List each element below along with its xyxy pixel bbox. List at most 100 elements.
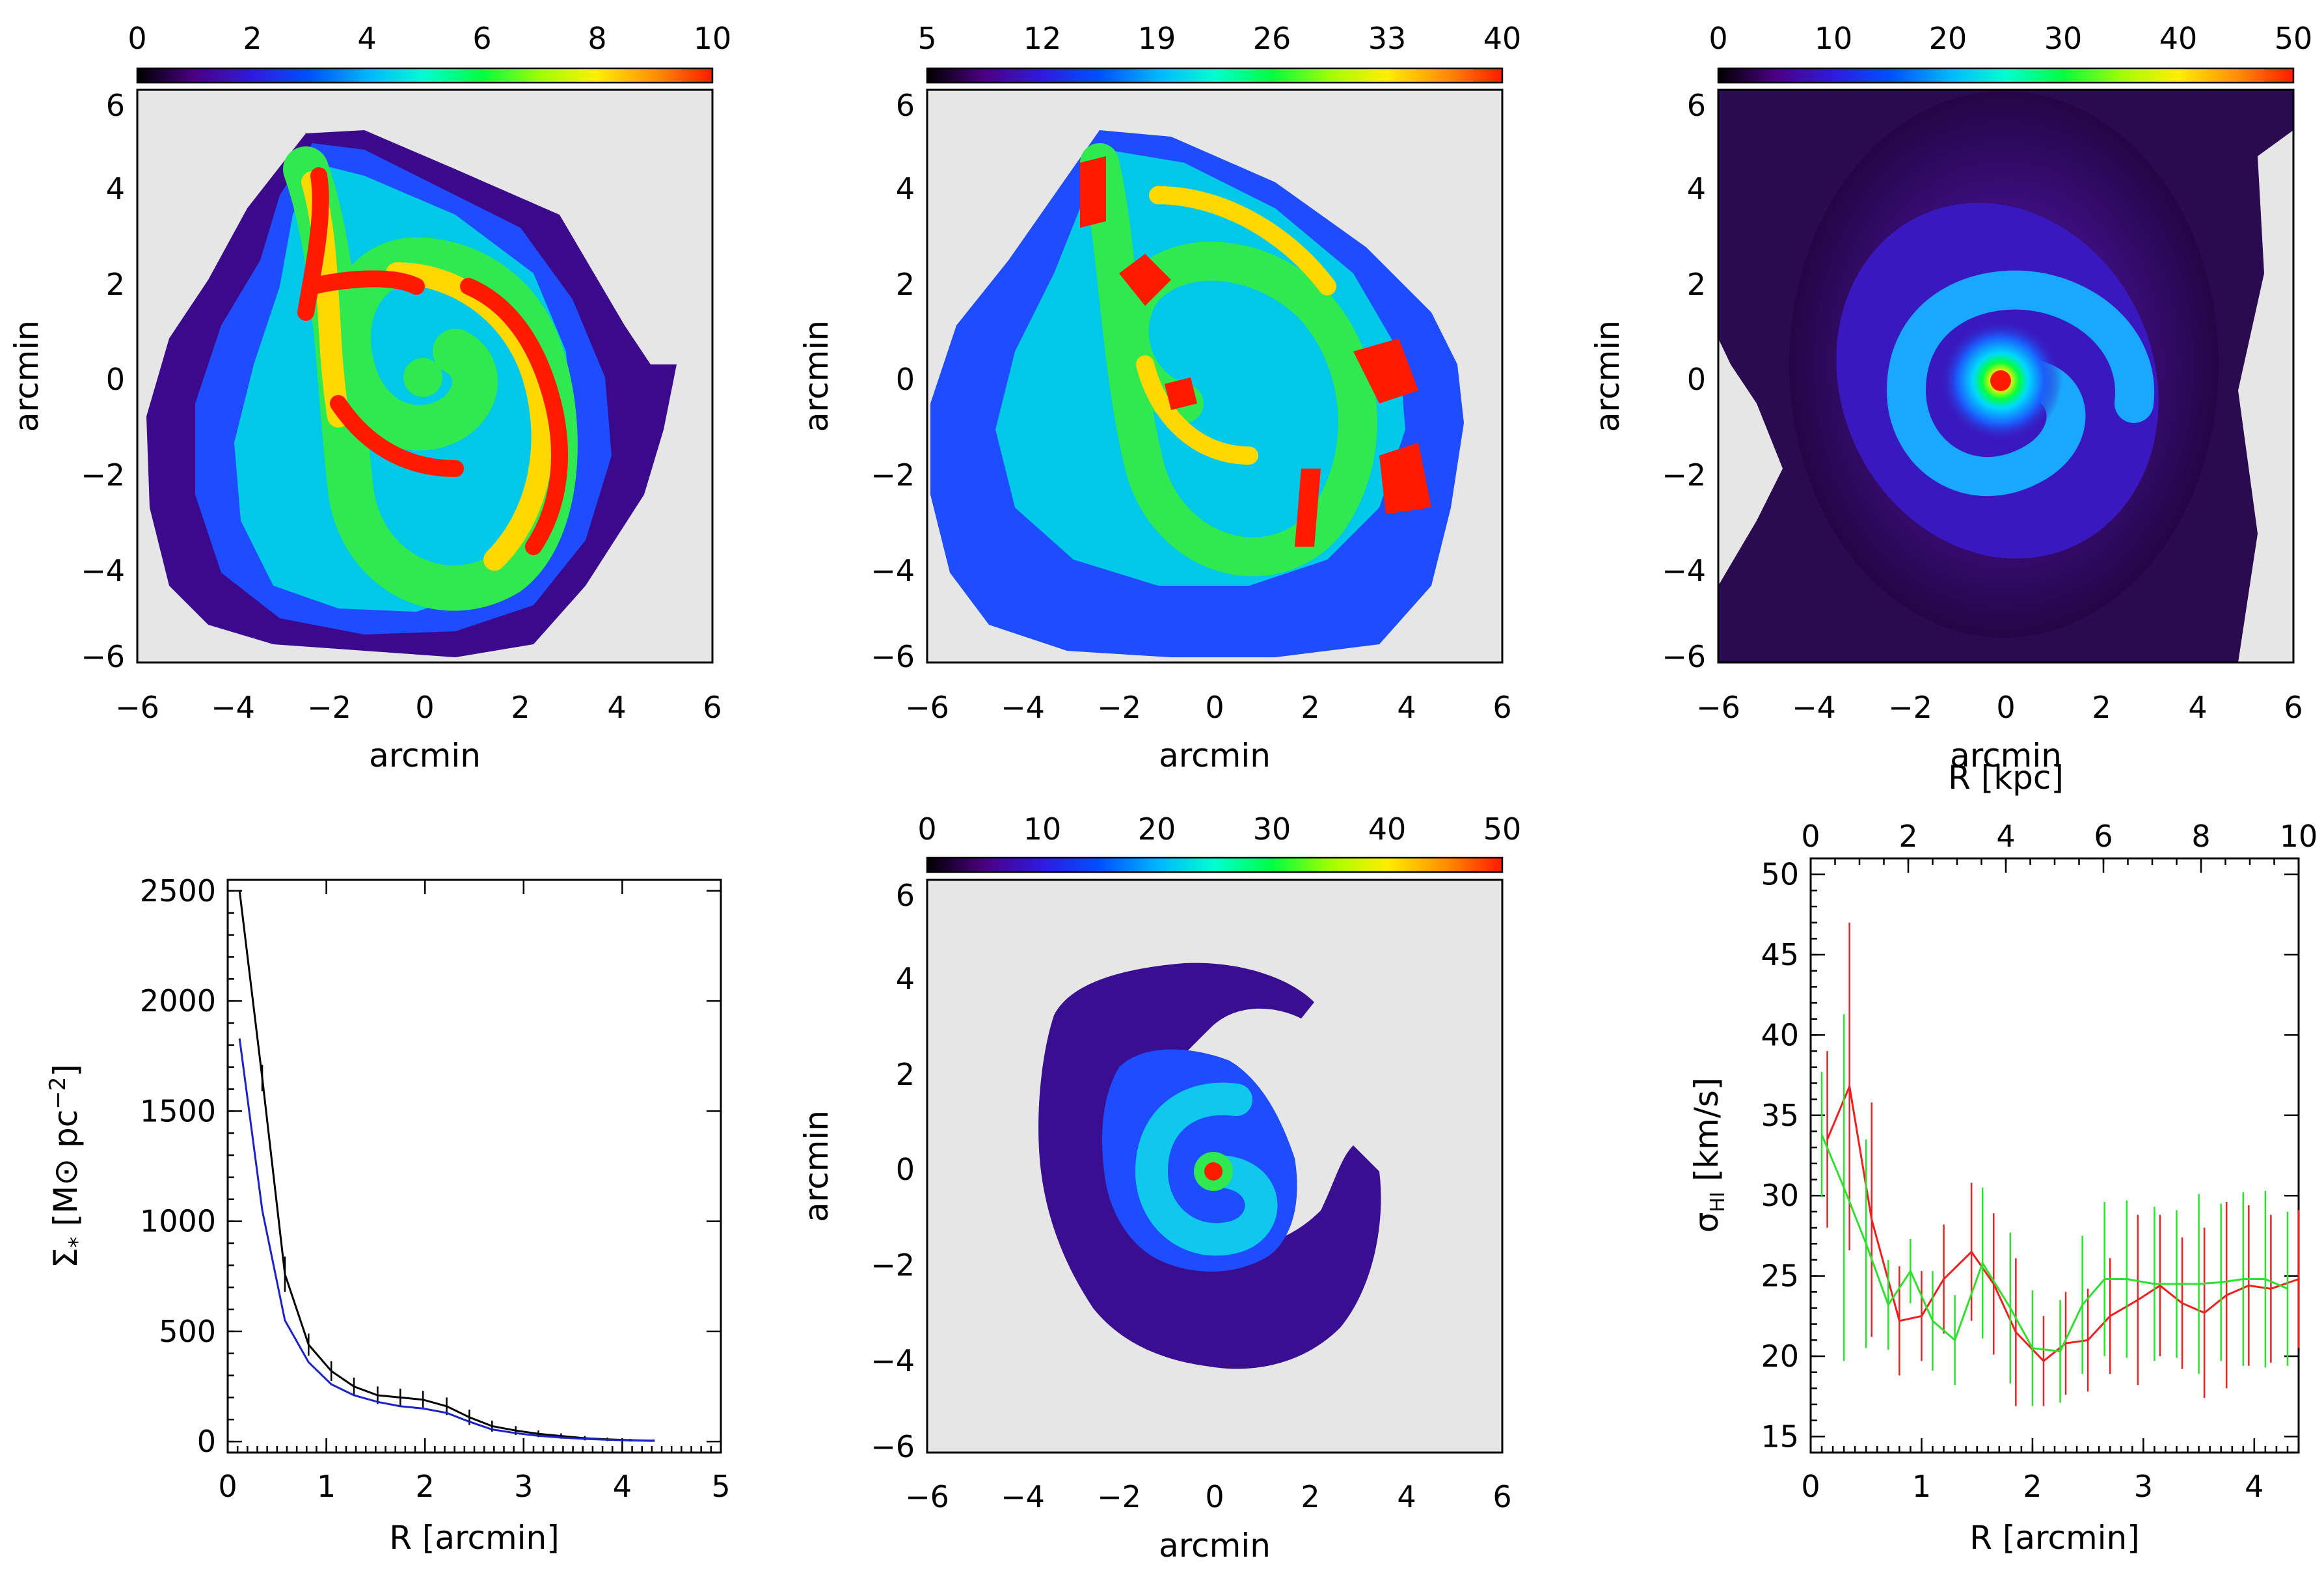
x-tick-label: 1 [1912, 1469, 1931, 1504]
x-tick-label: 2 [1301, 1479, 1319, 1514]
y-tick-label: 1500 [140, 1093, 216, 1128]
cbar-tick: 0 [128, 21, 146, 56]
colorbar-top-middle: 5 12 19 26 33 40 [917, 21, 1521, 84]
y-tick-label: 6 [1687, 88, 1706, 123]
x-tick-label: 1 [317, 1469, 336, 1504]
x-tick-label: 4 [1397, 690, 1416, 725]
x-tick-label: 6 [2284, 690, 2303, 725]
sigma-subscript: * [64, 1236, 90, 1248]
cbar-tick: 2 [243, 21, 262, 56]
y-tick-label: 2500 [140, 873, 216, 908]
x-tick-label: −4 [1001, 690, 1045, 725]
galaxy-map-stellar [146, 130, 677, 657]
x-tick-label: −2 [1097, 1479, 1141, 1514]
x-tick-label: −4 [211, 690, 255, 725]
cbar-tick: 50 [2275, 21, 2313, 56]
x-tick-label: −6 [1696, 690, 1740, 725]
y-tick-label: 4 [1687, 171, 1706, 206]
x2-tick-label: 10 [2280, 819, 2318, 854]
hi-nucleus [1990, 370, 2011, 391]
x-tick-label: 2 [2092, 690, 2111, 725]
y-tick-label: 45 [1761, 937, 1799, 972]
plot-frame [926, 879, 1504, 1454]
xticks-top-left: −6 −4 −2 0 2 4 6 [115, 690, 722, 725]
x2-tick-label: 2 [1898, 819, 1917, 854]
x-tick-label: −6 [115, 690, 159, 725]
y-tick-label: 4 [896, 961, 915, 996]
galaxy-map-ratio [930, 130, 1464, 657]
sigma-subscript: HI [1707, 1192, 1729, 1212]
cbar-tick: 0 [1709, 21, 1727, 56]
galaxy-core [403, 358, 442, 397]
x-tick-label: −6 [905, 690, 949, 725]
cbar-tick: 26 [1253, 21, 1291, 56]
y-tick-label: 25 [1761, 1259, 1799, 1294]
x-tick-label: 2 [2023, 1469, 2042, 1504]
unit: [km/s] [1688, 1078, 1725, 1192]
unit-close: ] [47, 1064, 85, 1077]
y-tick-label: 6 [896, 88, 915, 123]
x-tick-label: 2 [1301, 690, 1319, 725]
x-axis-title: R [arcmin] [389, 1519, 560, 1557]
y-tick-label: 2 [1687, 267, 1706, 302]
cbar-tick: 8 [588, 21, 606, 56]
y-tick-label: 4 [896, 171, 915, 206]
galaxy-map-model [1038, 963, 1381, 1369]
x2-tick-label: 4 [1996, 819, 2015, 854]
y-tick-label: 40 [1761, 1017, 1799, 1052]
y-axis-title: σHI [km/s] [1688, 1078, 1729, 1233]
x-tick-label: 6 [1493, 690, 1511, 725]
y-tick-label: −2 [871, 1248, 915, 1283]
y-tick-label: 35 [1761, 1098, 1799, 1133]
x-tick-label: −2 [1097, 690, 1141, 725]
x-tick-label: 4 [2245, 1469, 2263, 1504]
y-tick-label: 1000 [140, 1204, 216, 1239]
cbar-tick: 10 [1023, 812, 1062, 847]
x2-axis-title: R [kpc] [1948, 759, 2064, 797]
x-tick-label: −6 [905, 1479, 949, 1514]
cbar-tick: 30 [1253, 812, 1291, 847]
y-tick-label: 0 [106, 362, 125, 397]
cbar-tick: 30 [2044, 21, 2083, 56]
cbar-tick: 4 [357, 21, 376, 56]
x-axis-title: R [arcmin] [1969, 1519, 2140, 1557]
sigma-symbol: Σ [47, 1248, 85, 1268]
y-tick-label: 2000 [140, 983, 216, 1018]
series-line-blue [238, 1038, 654, 1442]
y-tick-label: −2 [871, 457, 915, 493]
hi-spiral [1886, 270, 2155, 497]
x-axis-title: arcmin [1159, 1527, 1271, 1564]
x2-tick-label: 6 [2094, 819, 2113, 854]
y-tick-label: 2 [106, 267, 125, 302]
colorbar-top-right: 0 10 20 30 40 50 [1709, 21, 2313, 84]
y-tick-label: −2 [81, 457, 125, 493]
y-tick-label: −6 [81, 639, 125, 674]
panel-top-left: 0 2 4 6 8 10 −6 −4 −2 0 2 4 6 6 [8, 21, 731, 774]
xticks-bottom-middle: −6 −4 −2 0 2 4 6 [905, 1479, 1512, 1514]
model-spiral [1135, 1082, 1278, 1256]
x2-tick-label: 0 [1801, 819, 1820, 854]
y-tick-label: 500 [159, 1314, 216, 1349]
cbar-tick: 10 [1815, 21, 1853, 56]
y-axis-title: arcmin [1589, 320, 1627, 432]
x-tick-label: 0 [415, 690, 434, 725]
cbar-tick: 40 [1368, 812, 1407, 847]
unit-open: [M [47, 1186, 85, 1237]
y-tick-label: 30 [1761, 1178, 1799, 1213]
cbar-tick: 20 [1929, 21, 1967, 56]
galaxy-arm-yellow [1136, 186, 1336, 465]
y-tick-label: 0 [1687, 362, 1706, 397]
x-tick-label: −4 [1792, 690, 1836, 725]
x-tick-label: −2 [1888, 690, 1932, 725]
colorbar-bottom-middle: 0 10 20 30 40 50 [917, 812, 1521, 873]
x-tick-label: −4 [1001, 1479, 1045, 1514]
x-tick-label: 2 [511, 690, 530, 725]
x-tick-label: 0 [218, 1469, 237, 1504]
cbar-tick: 10 [694, 21, 732, 56]
y-tick-label: −4 [81, 553, 125, 588]
y-tick-label: 2 [896, 267, 915, 302]
dispersion-series [1820, 922, 2300, 1406]
x-tick-label: 0 [1205, 1479, 1224, 1514]
